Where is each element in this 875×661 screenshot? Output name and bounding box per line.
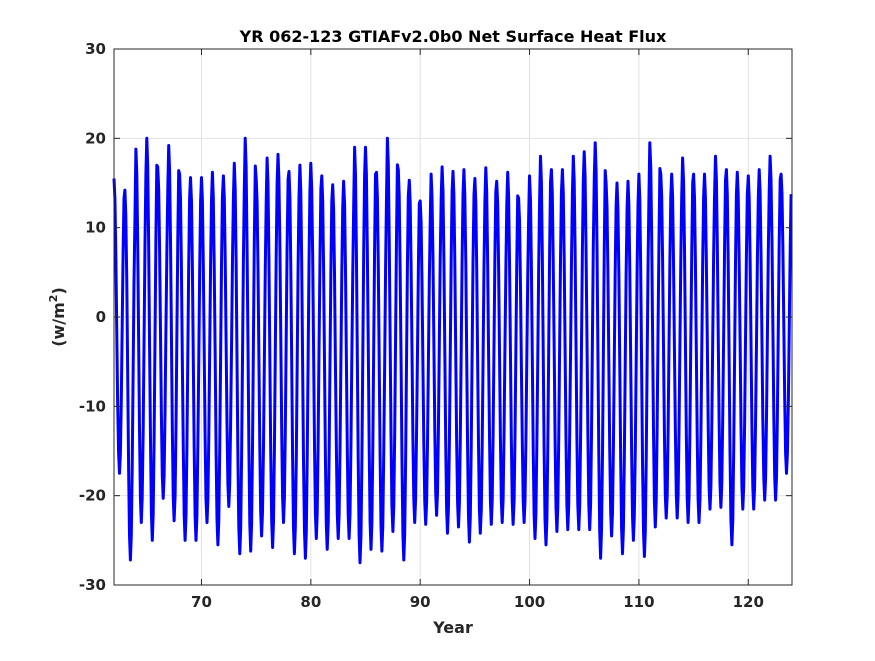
y-axis-label-superscript: 2 [47,295,60,303]
tick-marks [114,48,792,586]
x-tick-label: 100 [514,593,545,611]
y-tick-label: 30 [85,40,106,58]
y-tick-label: 0 [96,308,106,326]
chart-title: YR 062-123 GTIAFv2.0b0 Net Surface Heat … [239,27,667,46]
x-tick-labels: 70 80 90 100 110 120 [191,593,764,611]
y-axis-label: (w/m2) [47,287,68,347]
x-tick-label: 70 [191,593,212,611]
y-tick-label: 10 [85,219,106,237]
y-tick-label: 20 [85,129,106,147]
series-line [112,136,793,565]
x-tick-label: 90 [410,593,431,611]
x-axis-label: Year [432,618,473,637]
y-tick-label: -20 [79,487,106,505]
x-tick-label: 120 [733,593,764,611]
y-axis-label-prefix: (w/m [49,302,68,347]
y-tick-label: -10 [79,397,106,415]
x-tick-label: 110 [623,593,654,611]
y-axis-label-suffix: ) [49,287,68,294]
y-tick-labels: -30 -20 -10 0 10 20 30 [79,40,106,594]
x-tick-label: 80 [300,593,321,611]
y-tick-label: -30 [79,576,106,594]
series-layer [112,136,793,565]
